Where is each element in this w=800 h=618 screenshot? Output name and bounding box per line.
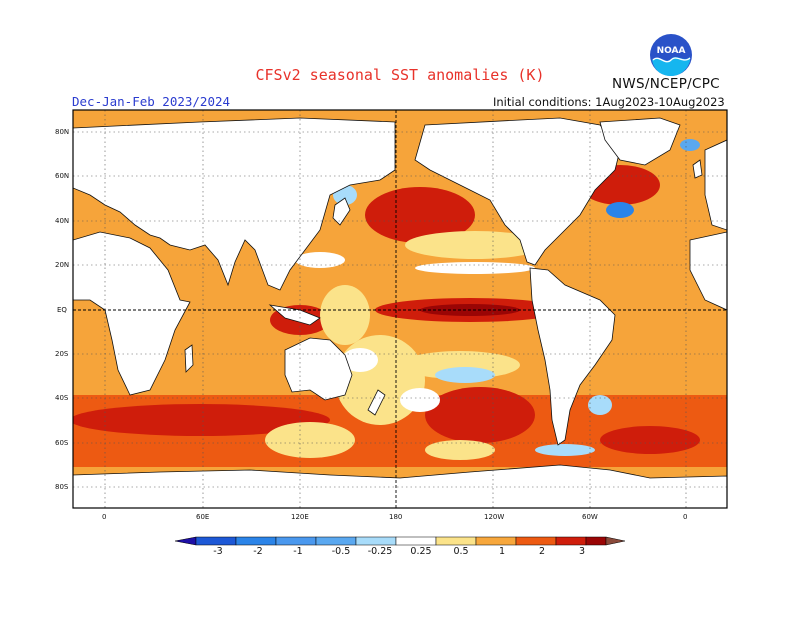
initial-conditions-label: Initial conditions: 1Aug2023-10Aug2023 [493, 95, 725, 109]
colorbar-label: -2 [253, 546, 263, 557]
agency-label: NWS/NCEP/CPC [612, 76, 720, 92]
lat-label: 40N [55, 217, 70, 225]
colorbar-swatch [355, 536, 397, 546]
colorbar-swatch [435, 536, 477, 546]
colorbar-label: -0.25 [367, 546, 393, 557]
europe-right-land [704, 139, 727, 231]
colorbar-swatch [395, 536, 437, 546]
africa-land [73, 231, 191, 396]
colorbar-label: -3 [213, 546, 223, 557]
map-frame [72, 109, 728, 509]
lat-label: 80S [55, 483, 69, 491]
colorbar-swatch [515, 536, 557, 546]
lon-label: 60E [196, 513, 210, 521]
colorbar-swatch [585, 536, 607, 546]
lat-label: 20N [55, 261, 70, 269]
lon-label: 120W [484, 513, 505, 521]
uk-land [692, 159, 703, 179]
season-label: Dec-Jan-Feb 2023/2024 [72, 94, 231, 109]
lon-label: 120E [291, 513, 309, 521]
south-america-land [529, 267, 616, 446]
gridlines [73, 110, 727, 508]
lon-label: 0 [683, 513, 688, 521]
colorbar-swatch [555, 536, 587, 546]
madagascar-land [184, 344, 194, 373]
australia-land [284, 337, 353, 401]
lon-label: 60W [582, 513, 598, 521]
indonesia-land [268, 304, 321, 326]
reference-lines [73, 110, 727, 508]
colorbar-label: -0.5 [331, 546, 351, 557]
lat-label: 80N [55, 128, 70, 136]
eurasia-land [73, 117, 396, 291]
lat-label: 60S [55, 439, 69, 447]
lat-label: 20S [55, 350, 69, 358]
colorbar-swatch [195, 536, 237, 546]
lat-label: 40S [55, 394, 69, 402]
new-zealand-land [367, 389, 386, 416]
colorbar-label: 0.5 [453, 546, 469, 557]
lon-label: 180 [389, 513, 403, 521]
antarctica-land [73, 464, 727, 508]
colorbar-swatch [235, 536, 277, 546]
colorbar-arrow-right [605, 536, 626, 546]
colorbar-swatch [315, 536, 357, 546]
land-masses [73, 117, 727, 508]
colorbar-label: 1 [498, 546, 506, 557]
greenland-land [599, 117, 681, 166]
map-title: CFSv2 seasonal SST anomalies (K) [255, 66, 545, 84]
colorbar-label: 2 [538, 546, 546, 557]
lat-label: 60N [55, 172, 70, 180]
noaa-logo-icon: NOAA [650, 34, 692, 76]
colorbar-swatch [275, 536, 317, 546]
lon-label: 0 [102, 513, 107, 521]
japan-land [332, 197, 351, 226]
lat-label: EQ [57, 306, 67, 314]
colorbar-arrow-left [174, 536, 197, 546]
colorbar-label: -1 [293, 546, 303, 557]
colorbar-label: 3 [578, 546, 586, 557]
colorbar-label: 0.25 [410, 546, 432, 557]
svg-text:NOAA: NOAA [657, 46, 686, 56]
colorbar-swatch [475, 536, 517, 546]
